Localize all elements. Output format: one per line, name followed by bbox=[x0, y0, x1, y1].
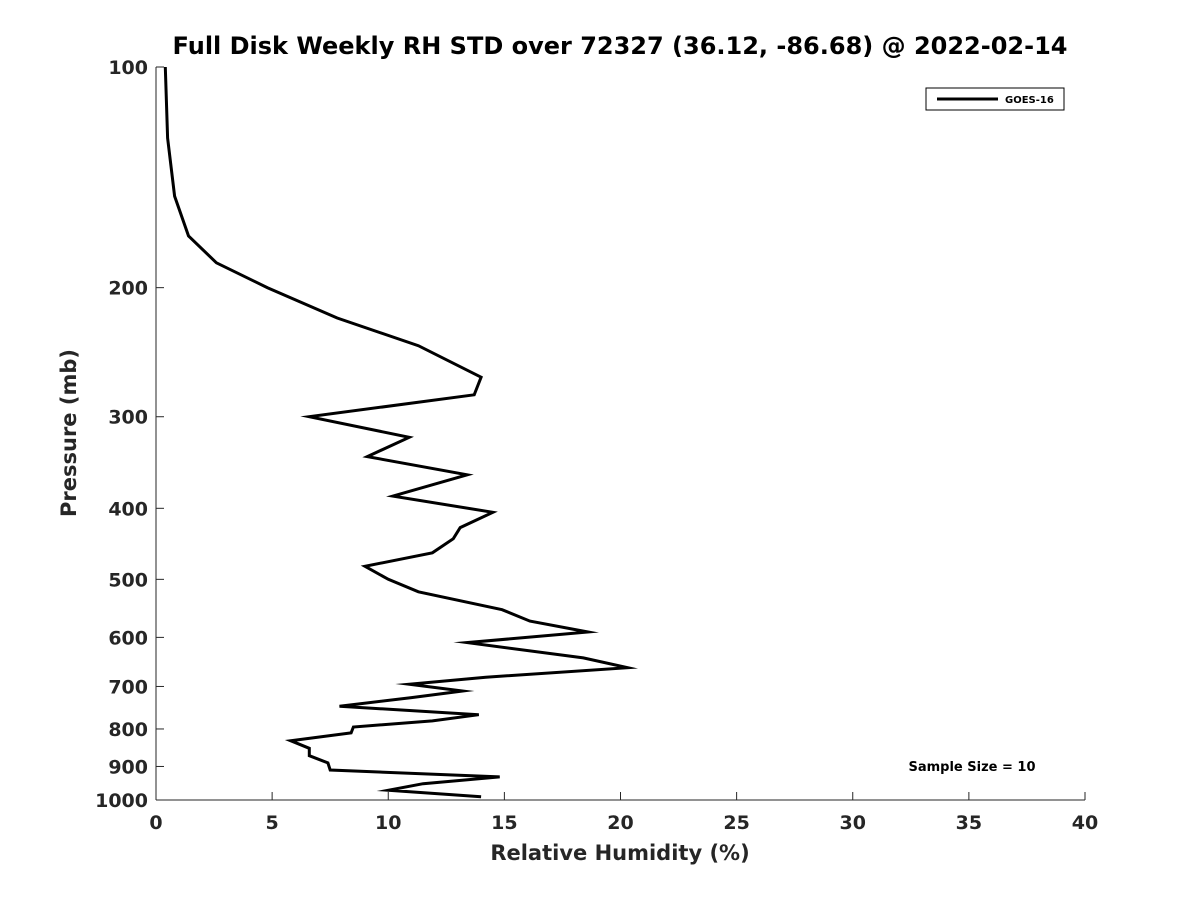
y-tick-label: 600 bbox=[108, 627, 148, 649]
plot-area: 0 5 10 15 20 25 30 35 40 100 200 300 400 500 600 700 80… bbox=[95, 57, 1098, 834]
legend: GOES-16 bbox=[925, 87, 1065, 111]
y-tick-label: 300 bbox=[108, 407, 148, 429]
chart-title: Full Disk Weekly RH STD over 72327 (36.1… bbox=[173, 32, 1068, 60]
y-tick-label: 700 bbox=[108, 676, 148, 698]
series-layer bbox=[163, 66, 639, 799]
x-tick-label: 25 bbox=[723, 812, 749, 834]
series-line-goes-16 bbox=[163, 66, 639, 799]
x-tick-label: 10 bbox=[375, 812, 401, 834]
x-tick-label: 5 bbox=[266, 812, 279, 834]
x-axis-label: Relative Humidity (%) bbox=[490, 841, 749, 865]
y-axis-ticks: 100 200 300 400 500 600 700 800 900 1000 bbox=[95, 57, 164, 812]
y-tick-label: 200 bbox=[108, 278, 148, 300]
y-axis-label: Pressure (mb) bbox=[57, 349, 81, 517]
y-tick-label: 800 bbox=[108, 719, 148, 741]
x-axis-ticks: 0 5 10 15 20 25 30 35 40 bbox=[149, 792, 1098, 834]
x-tick-label: 40 bbox=[1072, 812, 1098, 834]
x-tick-label: 15 bbox=[491, 812, 517, 834]
x-tick-label: 20 bbox=[607, 812, 633, 834]
y-tick-label: 400 bbox=[108, 498, 148, 520]
x-tick-label: 35 bbox=[956, 812, 982, 834]
y-tick-label: 500 bbox=[108, 569, 148, 591]
x-tick-label: 30 bbox=[840, 812, 866, 834]
legend-label-goes-16: GOES-16 bbox=[1005, 95, 1054, 106]
y-tick-label: 900 bbox=[108, 756, 148, 778]
sample-size-annotation: Sample Size = 10 bbox=[908, 760, 1035, 775]
x-tick-label: 0 bbox=[149, 812, 162, 834]
y-tick-label: 100 bbox=[108, 57, 148, 79]
y-tick-label: 1000 bbox=[95, 790, 148, 812]
